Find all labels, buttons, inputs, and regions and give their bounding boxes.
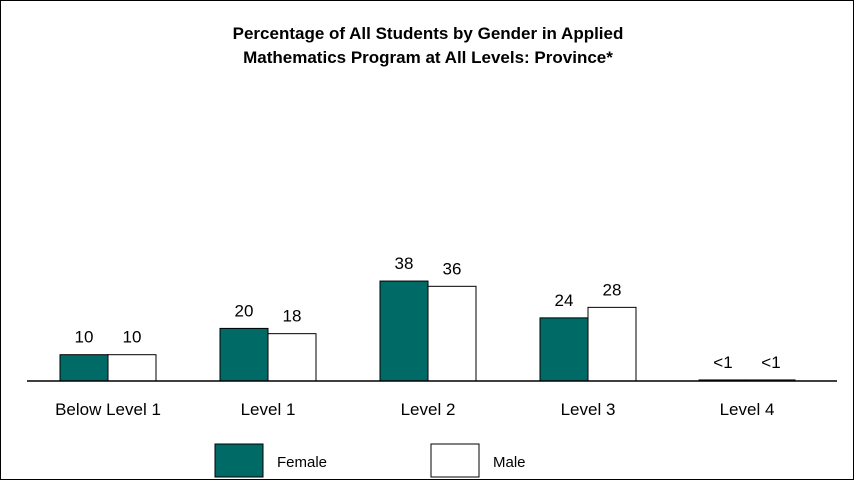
data-label-female-level-2: 38 bbox=[395, 254, 414, 273]
legend-swatch-female bbox=[214, 443, 264, 478]
chart-title-line-1: Percentage of All Students by Gender in … bbox=[233, 24, 624, 43]
data-label-male-level-4: <1 bbox=[761, 353, 780, 372]
x-tick-label-level-4: Level 4 bbox=[720, 400, 775, 419]
legend-label-male: Male bbox=[493, 454, 526, 471]
data-label-male-level-3: 28 bbox=[603, 280, 622, 299]
legend: Female Male bbox=[214, 443, 526, 478]
bar-female-below-level-1 bbox=[59, 354, 109, 382]
data-label-female-level-1: 20 bbox=[235, 301, 254, 320]
data-label-male-below-level-1: 10 bbox=[123, 328, 142, 347]
bar-male-level-1 bbox=[267, 333, 317, 382]
bar-male-level-2 bbox=[427, 285, 477, 382]
chart-title-line-2: Mathematics Program at All Levels: Provi… bbox=[243, 48, 613, 67]
data-label-female-below-level-1: 10 bbox=[75, 328, 94, 347]
bar-female-level-1 bbox=[219, 327, 269, 382]
x-tick-label-level-3: Level 3 bbox=[561, 400, 616, 419]
legend-swatch-male bbox=[430, 443, 480, 478]
bar-male-below-level-1 bbox=[107, 354, 157, 382]
bars-group: 10 10 20 18 38 36 24 28 <1 <1 bbox=[59, 254, 796, 382]
data-label-female-level-4: <1 bbox=[713, 353, 732, 372]
x-tick-label-level-2: Level 2 bbox=[401, 400, 456, 419]
bar-female-level-3 bbox=[539, 317, 589, 382]
bar-female-level-2 bbox=[379, 280, 429, 382]
data-label-female-level-3: 24 bbox=[555, 291, 574, 310]
bar-male-level-3 bbox=[587, 306, 637, 382]
x-tick-label-below-level-1: Below Level 1 bbox=[55, 400, 161, 419]
x-tick-labels: Below Level 1 Level 1 Level 2 Level 3 Level … bbox=[55, 400, 774, 419]
data-label-male-level-1: 18 bbox=[283, 307, 302, 326]
x-tick-label-level-1: Level 1 bbox=[241, 400, 296, 419]
legend-label-female: Female bbox=[277, 454, 327, 471]
data-label-male-level-2: 36 bbox=[443, 259, 462, 278]
